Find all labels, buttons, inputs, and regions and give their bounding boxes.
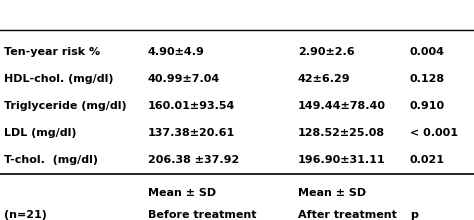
Text: 206.38 ±37.92: 206.38 ±37.92 <box>148 155 239 165</box>
Text: 40.99±7.04: 40.99±7.04 <box>148 74 220 84</box>
Text: 0.910: 0.910 <box>410 101 445 111</box>
Text: 196.90±31.11: 196.90±31.11 <box>298 155 386 165</box>
Text: Ten-year risk %: Ten-year risk % <box>4 47 100 57</box>
Text: < 0.001: < 0.001 <box>410 128 458 138</box>
Text: After treatment: After treatment <box>298 210 397 220</box>
Text: 0.021: 0.021 <box>410 155 445 165</box>
Text: 149.44±78.40: 149.44±78.40 <box>298 101 386 111</box>
Text: HDL-chol. (mg/dl): HDL-chol. (mg/dl) <box>4 74 113 84</box>
Text: 0.004: 0.004 <box>410 47 445 57</box>
Text: 160.01±93.54: 160.01±93.54 <box>148 101 236 111</box>
Text: 4.90±4.9: 4.90±4.9 <box>148 47 205 57</box>
Text: 128.52±25.08: 128.52±25.08 <box>298 128 385 138</box>
Text: Triglyceride (mg/dl): Triglyceride (mg/dl) <box>4 101 127 111</box>
Text: 42±6.29: 42±6.29 <box>298 74 351 84</box>
Text: LDL (mg/dl): LDL (mg/dl) <box>4 128 76 138</box>
Text: Mean ± SD: Mean ± SD <box>298 188 366 198</box>
Text: 2.90±2.6: 2.90±2.6 <box>298 47 355 57</box>
Text: 0.128: 0.128 <box>410 74 445 84</box>
Text: T-chol.  (mg/dl): T-chol. (mg/dl) <box>4 155 98 165</box>
Text: (n=21): (n=21) <box>4 210 47 220</box>
Text: 137.38±20.61: 137.38±20.61 <box>148 128 235 138</box>
Text: p: p <box>410 210 418 220</box>
Text: Before treatment: Before treatment <box>148 210 256 220</box>
Text: Mean ± SD: Mean ± SD <box>148 188 216 198</box>
